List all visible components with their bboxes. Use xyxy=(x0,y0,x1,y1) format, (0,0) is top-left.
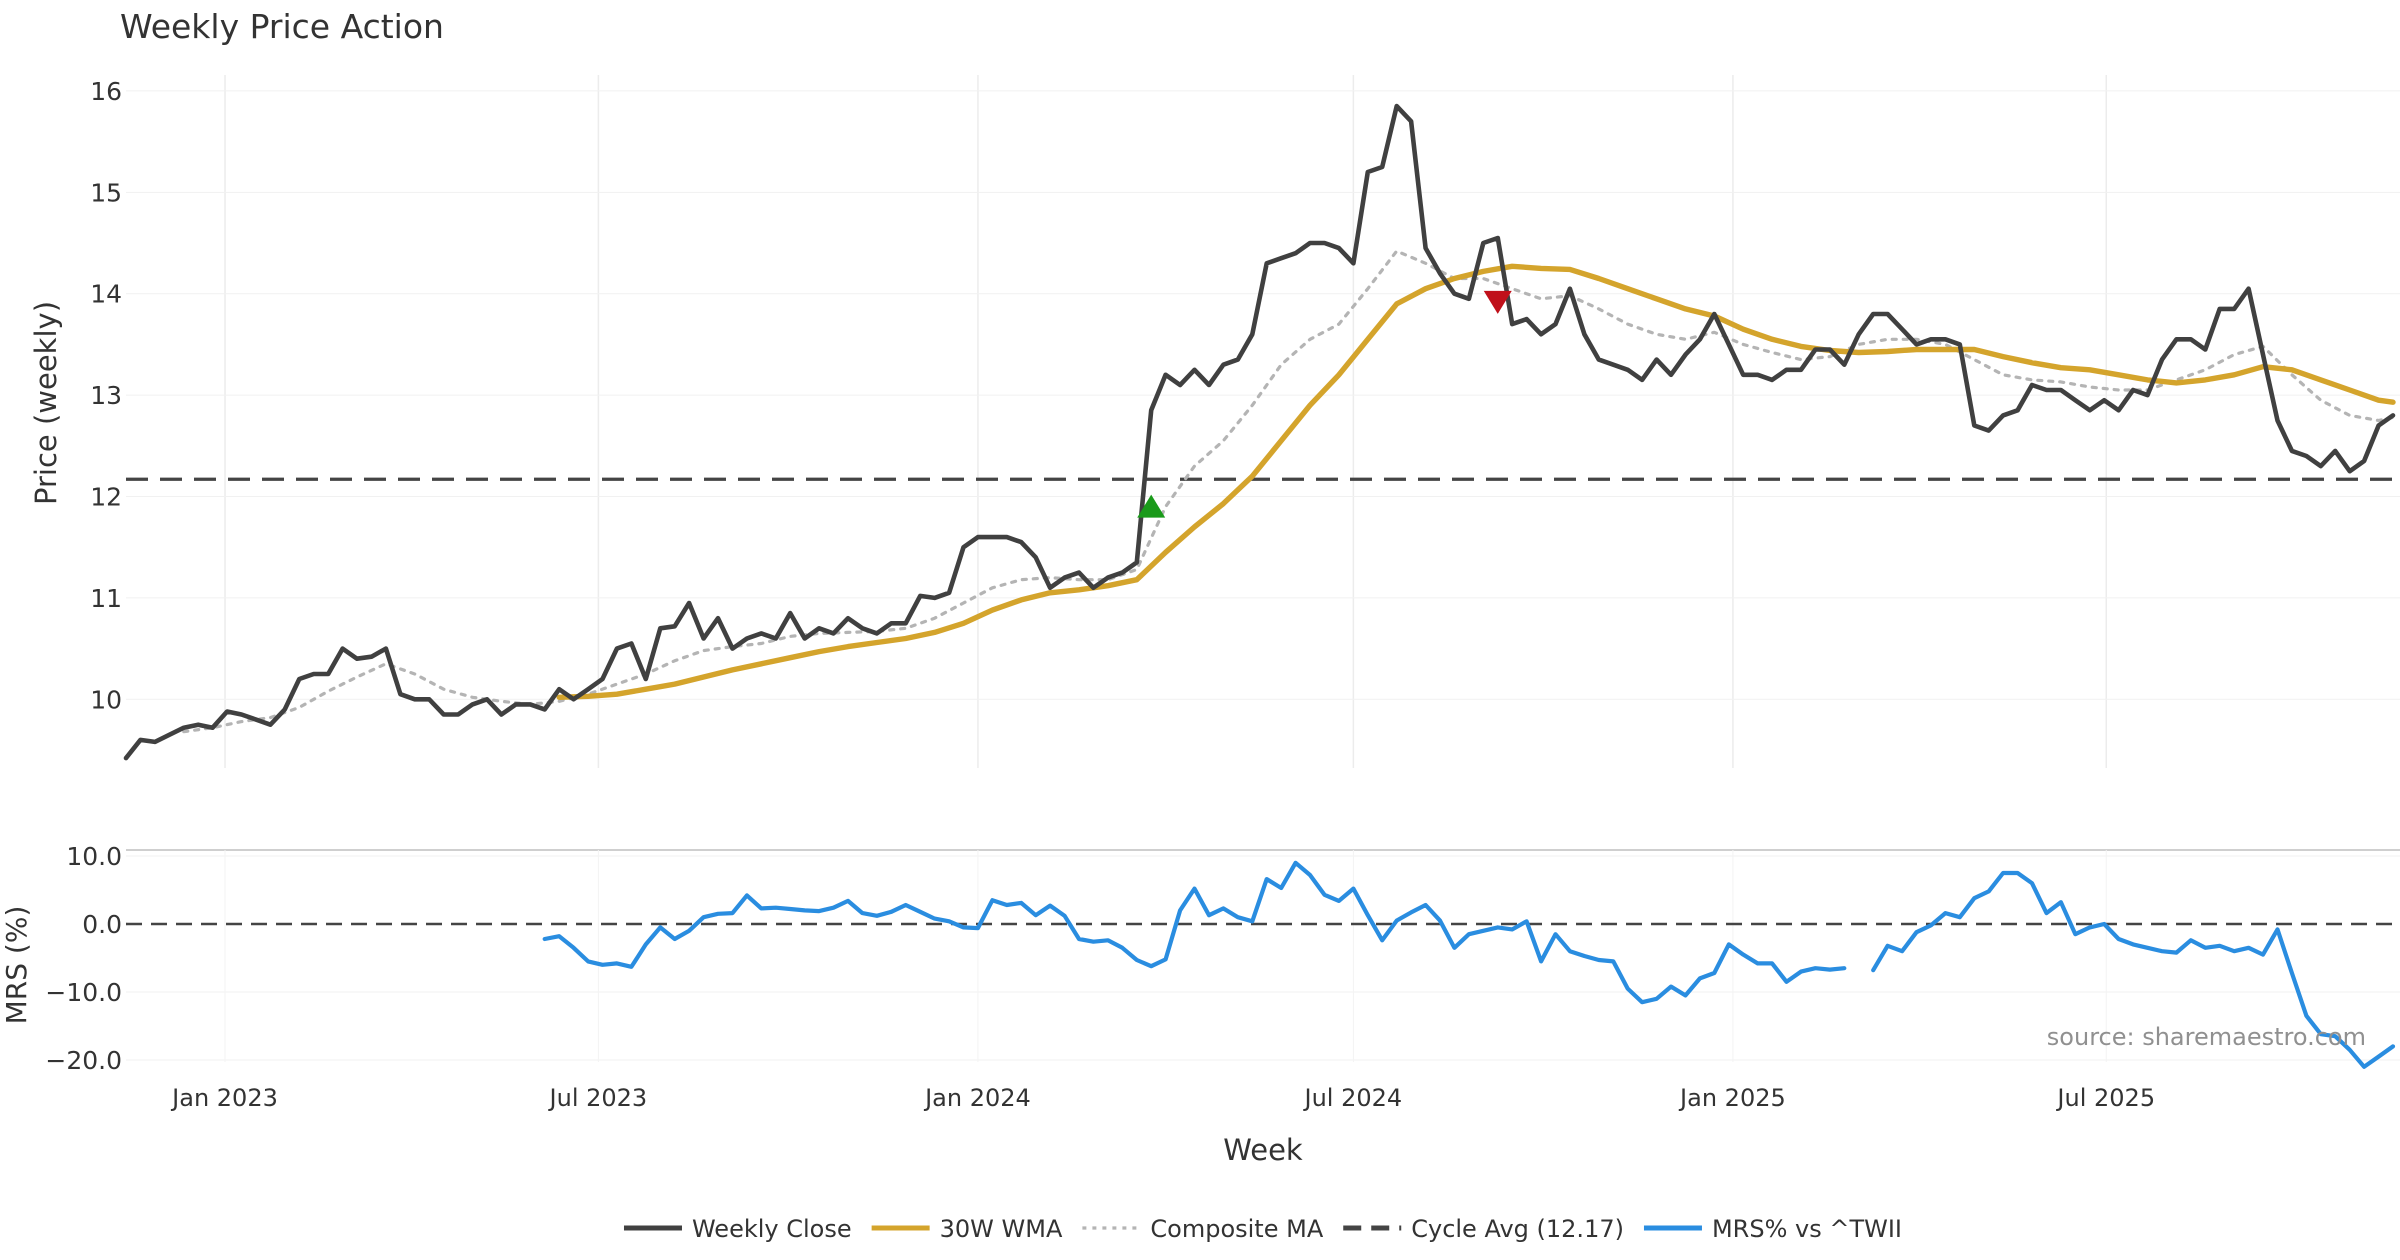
x-tick-label: Jul 2024 xyxy=(1303,1084,1403,1112)
price-axis-label: Price (weekly) xyxy=(29,301,63,505)
legend-label: MRS% vs ^TWII xyxy=(1712,1215,1902,1243)
legend: Weekly Close 30W WMA Composite MA Cycle Avg… xyxy=(623,1215,1902,1243)
x-axis-label: Week xyxy=(1223,1133,1303,1167)
x-tick-label: Jul 2023 xyxy=(548,1084,648,1112)
y-tick-label: 16 xyxy=(90,77,122,106)
x-tick-label: Jul 2025 xyxy=(2055,1084,2155,1112)
source-annotation: source: sharemaestro.com xyxy=(2047,1023,2366,1051)
y-tick-label: 10 xyxy=(90,685,122,714)
sell-signal-marker xyxy=(1483,290,1512,314)
y-tick-label: −20.0 xyxy=(45,1046,122,1075)
y-tick-label: 0.0 xyxy=(82,910,122,939)
30w-wma-line xyxy=(556,263,2396,700)
mrs-line xyxy=(1871,870,2396,1069)
legend-label: Cycle Avg (12.17) xyxy=(1411,1215,1624,1243)
legend-label: 30W WMA xyxy=(940,1215,1063,1243)
legend-label: Composite MA xyxy=(1150,1215,1323,1243)
mrs-axis-label: MRS (%) xyxy=(0,906,33,1025)
composite-ma-line xyxy=(182,249,2395,734)
y-tick-label: 11 xyxy=(90,584,122,613)
buy-signal-marker xyxy=(1137,494,1166,518)
x-tick-label: Jan 2025 xyxy=(1678,1084,1786,1112)
y-tick-label: 14 xyxy=(90,280,122,309)
mrs-panel: 10.0 0.0 −10.0 −20.0 Jan 2023 Jul 2023 Jan 202… xyxy=(45,842,2400,1112)
price-panel: 10 11 12 13 14 15 16 xyxy=(90,75,2400,768)
weekly-close-line xyxy=(123,103,2396,761)
y-tick-label: 12 xyxy=(90,483,122,512)
y-tick-label: 15 xyxy=(90,178,122,207)
mrs-line xyxy=(542,860,1847,1005)
x-tick-label: Jan 2023 xyxy=(170,1084,278,1112)
y-tick-label: −10.0 xyxy=(45,978,122,1007)
legend-label: Weekly Close xyxy=(692,1215,852,1243)
y-tick-label: 10.0 xyxy=(66,842,122,871)
chart-title: Weekly Price Action xyxy=(120,7,444,46)
x-tick-label: Jan 2024 xyxy=(923,1084,1031,1112)
y-tick-label: 13 xyxy=(90,381,122,410)
